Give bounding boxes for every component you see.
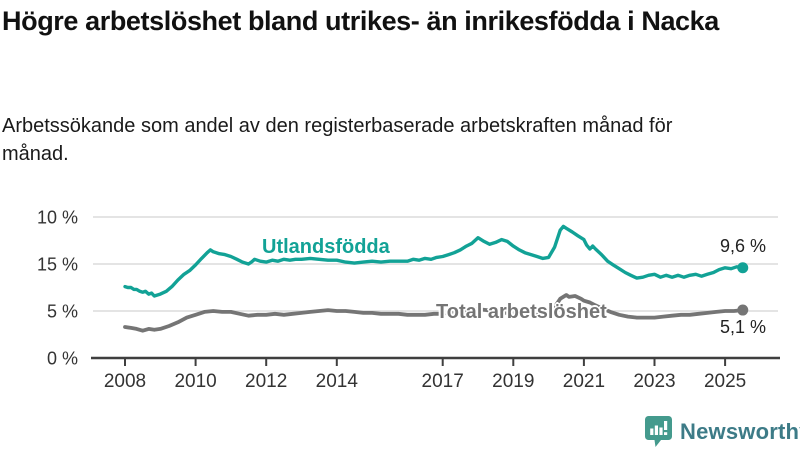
chart-subtitle: Arbetssökande som andel av den registerb… [2, 115, 673, 166]
x-tick-label: 2023 [633, 371, 675, 392]
x-tick-label: 2017 [422, 371, 464, 392]
x-tick-label: 2025 [704, 371, 746, 392]
end-value-utlandsfodda: 9,6 % [719, 236, 766, 256]
x-tick-label: 2019 [492, 371, 534, 392]
x-tick-label: 2021 [563, 371, 605, 392]
series-label-total-arbetsloshet: Total arbetslöshet [436, 301, 607, 323]
x-tick-label: 2008 [104, 371, 146, 392]
newsworthy-logo[interactable]: Newsworthy [644, 415, 800, 448]
x-tick-label: 2014 [316, 371, 359, 392]
end-dot-utlandsfodda [737, 262, 749, 274]
y-tick-label: 5 % [47, 302, 78, 322]
end-value-total: 5,1 % [719, 317, 766, 337]
y-tick-label: 10 % [37, 208, 78, 228]
x-tick-label: 2012 [245, 371, 287, 392]
newsworthy-wordmark: Newsworthy [680, 418, 800, 444]
newsworthy-bubble-chart-icon [645, 416, 672, 447]
series-line-utlandsfodda [123, 224, 745, 298]
series-label-utlandsfodda: Utlandsfödda [262, 236, 390, 258]
series-line-total [123, 293, 745, 333]
y-tick-label: 0 % [47, 349, 78, 369]
end-dot-total [737, 304, 749, 316]
y-tick-label: 15 % [37, 255, 78, 275]
chart-title: Högre arbetslöshet bland utrikes- än inr… [2, 6, 719, 36]
x-tick-label: 2010 [174, 371, 216, 392]
